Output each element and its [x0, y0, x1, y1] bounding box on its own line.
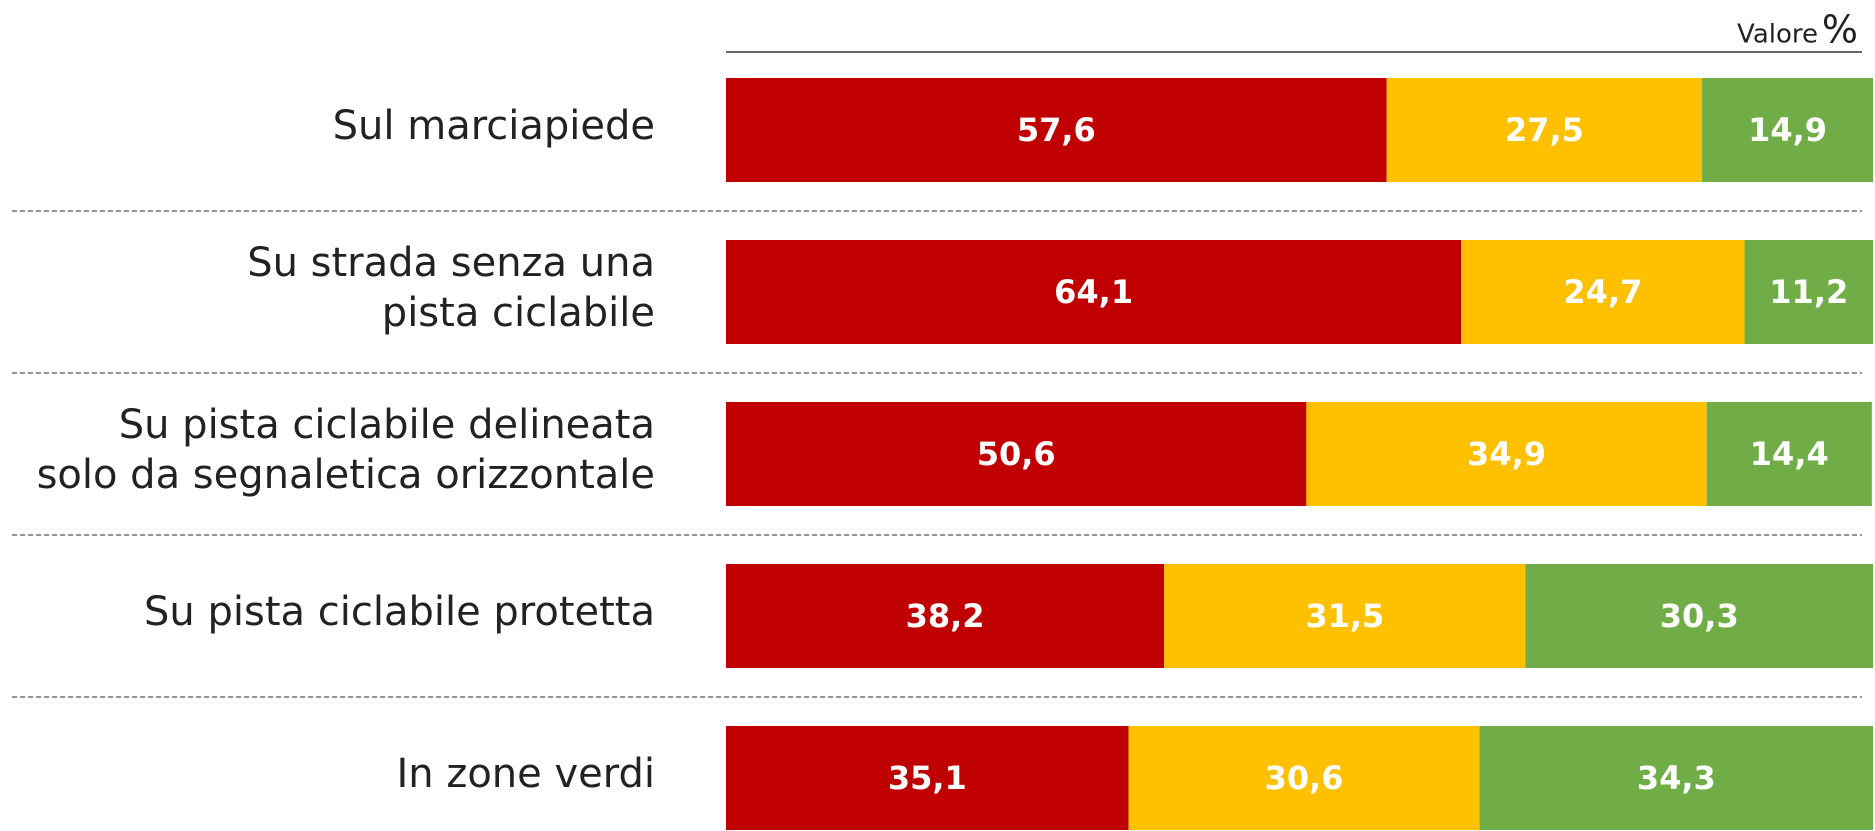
- bar-segment: [1706, 402, 1872, 506]
- category-label: Sul marciapiede: [333, 103, 655, 149]
- bar-segment: [1164, 564, 1526, 668]
- bar-segment: [1461, 240, 1745, 344]
- value-label: 30,3: [1660, 597, 1739, 635]
- value-label: 11,2: [1769, 273, 1848, 311]
- bar-segment: [726, 564, 1165, 668]
- category-line: Su pista ciclabile delineata: [119, 402, 655, 448]
- bar-segment: [1744, 240, 1873, 344]
- category-line: Sul marciapiede: [333, 103, 655, 149]
- value-label: 27,5: [1505, 111, 1584, 149]
- bar-segment: [726, 240, 1462, 344]
- value-label: 31,5: [1305, 597, 1384, 635]
- value-label: 14,9: [1748, 111, 1827, 149]
- value-label: 30,6: [1265, 759, 1344, 797]
- value-label: 64,1: [1054, 273, 1133, 311]
- value-label: 50,6: [977, 435, 1056, 473]
- category-line: In zone verdi: [396, 751, 655, 797]
- unit: %: [1822, 8, 1858, 52]
- category-label: Su pista ciclabile delineata solo da segn…: [37, 402, 655, 498]
- category-line: solo da segnaletica orizzontale: [37, 452, 655, 498]
- category-line: Su pista ciclabile protetta: [144, 589, 655, 635]
- bar-segment: [1128, 726, 1480, 830]
- value-label: 35,1: [888, 759, 967, 797]
- value-label: 34,9: [1467, 435, 1546, 473]
- bar-segment: [1386, 78, 1703, 182]
- value-label: 34,3: [1637, 759, 1716, 797]
- value-label: 57,6: [1017, 111, 1096, 149]
- category-label: Su strada senza una pista ciclabile: [247, 240, 655, 336]
- bar-segment: [726, 726, 1129, 830]
- unit-caption: Valore: [1737, 20, 1818, 50]
- category-label: In zone verdi: [396, 751, 655, 797]
- bar-segment: [1525, 564, 1873, 668]
- bar-segment: [1702, 78, 1873, 182]
- category-line: Su strada senza una: [247, 240, 655, 286]
- bar-segment: [726, 78, 1387, 182]
- bar-segment: [726, 402, 1307, 506]
- bar-segment: [1479, 726, 1873, 830]
- category-line: pista ciclabile: [382, 290, 655, 336]
- value-label: 38,2: [906, 597, 985, 635]
- value-label: 24,7: [1563, 273, 1642, 311]
- category-label: Su pista ciclabile protetta: [144, 589, 655, 635]
- bar-segment: [1306, 402, 1707, 506]
- value-label: 14,4: [1750, 435, 1829, 473]
